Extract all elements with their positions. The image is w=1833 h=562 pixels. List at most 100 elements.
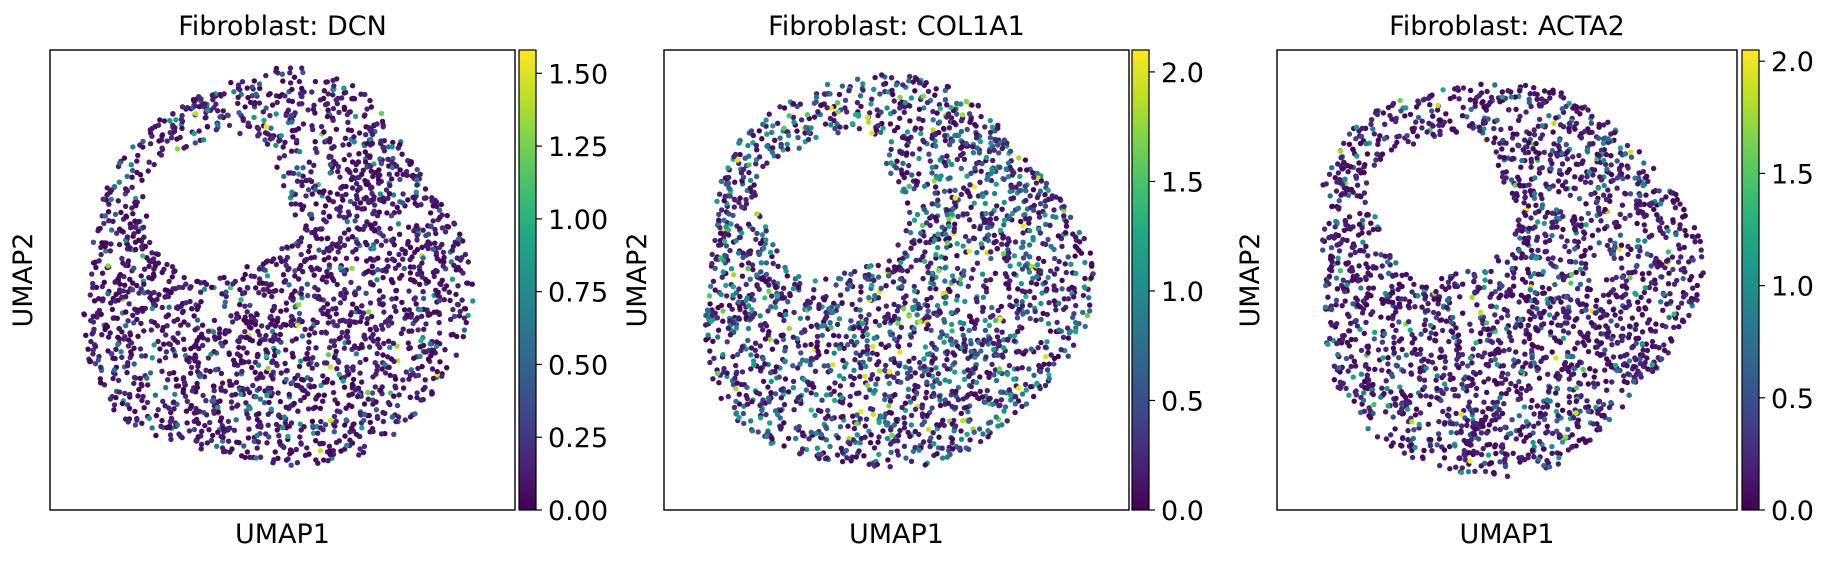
cell-point (327, 417, 334, 424)
cell-point (934, 110, 940, 116)
cell-point (124, 369, 130, 376)
cell-point (328, 246, 335, 252)
cell-point (320, 427, 326, 433)
cell-point (888, 170, 894, 176)
cell-point (791, 119, 797, 125)
cell-point (360, 449, 366, 456)
cell-point (407, 394, 414, 401)
cell-point (202, 101, 208, 107)
cell-point (1063, 269, 1070, 276)
cell-point (430, 218, 436, 224)
cell-point (252, 369, 258, 375)
cell-point (235, 338, 241, 344)
cell-point (294, 460, 301, 466)
cell-point (1007, 148, 1014, 154)
cell-point (427, 210, 434, 216)
cell-point (917, 238, 923, 244)
cell-point (983, 277, 989, 284)
cell-point (943, 294, 949, 300)
cell-point (843, 447, 849, 454)
cell-point (164, 287, 170, 294)
cell-point (327, 448, 333, 454)
cell-point (95, 357, 102, 363)
cell-point (135, 333, 141, 339)
cell-point (1006, 362, 1013, 369)
cell-point (146, 159, 152, 165)
cell-point (1045, 187, 1051, 193)
cell-point (286, 391, 292, 398)
cell-point (901, 278, 907, 285)
cell-point (344, 364, 350, 370)
cell-point (976, 150, 983, 156)
cell-point (219, 343, 226, 349)
cell-point (759, 136, 765, 142)
cell-point (772, 304, 779, 310)
cell-point (1531, 195, 1538, 202)
cell-point (716, 380, 722, 386)
cell-point (359, 379, 365, 385)
cell-point (265, 324, 271, 330)
cell-point (341, 286, 348, 293)
cell-point (132, 408, 138, 415)
cell-point (800, 432, 806, 438)
cell-point (879, 72, 885, 78)
cell-point (908, 95, 915, 101)
cell-point (233, 315, 240, 321)
cell-point (439, 212, 445, 218)
cell-point (327, 170, 333, 176)
cell-point (1023, 167, 1030, 173)
cell-point (286, 282, 292, 288)
cell-point (891, 336, 898, 342)
cell-point (385, 263, 391, 270)
cell-point (962, 233, 969, 240)
cell-point (418, 338, 424, 344)
cell-point (892, 392, 898, 398)
cell-point (183, 281, 189, 287)
cell-point (269, 258, 275, 265)
cell-point (1060, 334, 1067, 340)
cell-point (830, 332, 837, 339)
cell-point (966, 248, 972, 254)
colorbar-gradient (518, 49, 537, 511)
cell-point (883, 362, 889, 369)
cell-point (944, 102, 950, 108)
cell-point (999, 329, 1005, 335)
cell-point (386, 364, 392, 370)
cell-point (164, 293, 170, 299)
cell-point (91, 326, 97, 332)
cell-point (188, 370, 194, 376)
cell-point (960, 243, 966, 249)
cell-point (899, 283, 905, 290)
cell-point (884, 105, 890, 111)
cell-point (1051, 283, 1057, 289)
cell-point (1034, 380, 1040, 386)
cell-point (992, 270, 999, 276)
cell-point (255, 328, 261, 334)
cell-point (905, 429, 911, 436)
cell-point (141, 328, 147, 334)
cell-point (1429, 108, 1435, 114)
cell-point (113, 291, 119, 297)
cell-point (899, 267, 905, 274)
cell-point (239, 368, 245, 375)
cell-point (172, 286, 178, 292)
cell-point (907, 229, 914, 236)
cell-point (932, 184, 939, 190)
cell-point (112, 355, 118, 362)
cell-point (349, 234, 356, 240)
cell-point (146, 415, 152, 421)
cell-point (927, 222, 933, 229)
cell-point (318, 123, 325, 130)
cell-point (776, 374, 782, 380)
cell-point (432, 240, 438, 246)
cell-point (191, 313, 197, 319)
cell-point (1365, 426, 1371, 432)
cell-point (858, 103, 864, 110)
cell-point (896, 363, 902, 369)
cell-point (317, 448, 324, 454)
cell-point (107, 330, 113, 336)
cell-point (1041, 258, 1047, 265)
cell-point (768, 390, 774, 396)
cell-point (881, 81, 887, 88)
